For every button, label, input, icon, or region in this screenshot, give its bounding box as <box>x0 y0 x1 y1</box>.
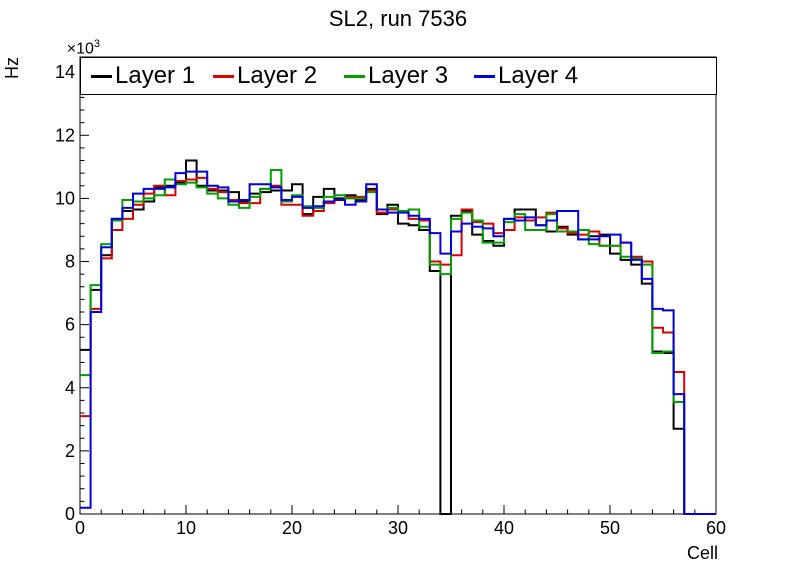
legend-line-sample <box>344 74 365 78</box>
x-axis-title: Cell <box>686 543 718 563</box>
y-axis-multiplier-exponent: 3 <box>93 38 100 50</box>
x-tick-label-10: 10 <box>176 518 196 538</box>
legend: Layer 1 Layer 2 Layer 3 Layer 4 <box>80 57 717 95</box>
series-line-layer-2 <box>80 176 716 515</box>
x-tick-label-30: 30 <box>388 518 408 538</box>
chart-title: SL2, run 7536 <box>328 6 468 31</box>
legend-entry-layer-4: Layer 4 <box>474 58 578 94</box>
plot-frame <box>79 56 717 515</box>
legend-label: Layer 4 <box>498 62 579 89</box>
y-axis-title: Hz <box>2 57 22 79</box>
legend-line-sample <box>474 74 495 78</box>
x-tick-label-60: 60 <box>706 518 726 538</box>
x-tick-label-40: 40 <box>494 518 514 538</box>
x-tick-label-20: 20 <box>282 518 302 538</box>
y-axis-multiplier-base: ×10 <box>66 40 94 58</box>
y-axis-multiplier: ×103 <box>58 38 100 58</box>
legend-label: Layer 1 <box>115 62 196 89</box>
legend-entry-layer-2: Layer 2 <box>213 58 317 94</box>
y-tick-label-12: 12 <box>55 125 75 145</box>
y-tick-label-6: 6 <box>65 315 75 335</box>
legend-entry-layer-1: Layer 1 <box>91 58 195 94</box>
legend-line-sample <box>91 74 112 78</box>
legend-label: Layer 2 <box>237 62 318 89</box>
y-tick-label-2: 2 <box>65 441 75 461</box>
y-tick-label-10: 10 <box>55 188 75 208</box>
y-tick-label-14: 14 <box>55 62 75 82</box>
legend-label: Layer 3 <box>368 62 449 89</box>
x-tick-label-50: 50 <box>600 518 620 538</box>
x-tick-label-0: 0 <box>75 518 85 538</box>
series-line-layer-4 <box>80 170 716 515</box>
legend-line-sample <box>213 74 234 78</box>
y-tick-label-4: 4 <box>65 378 75 398</box>
y-tick-label-0: 0 <box>65 504 75 524</box>
legend-entry-layer-3: Layer 3 <box>344 58 448 94</box>
y-tick-label-8: 8 <box>65 252 75 272</box>
